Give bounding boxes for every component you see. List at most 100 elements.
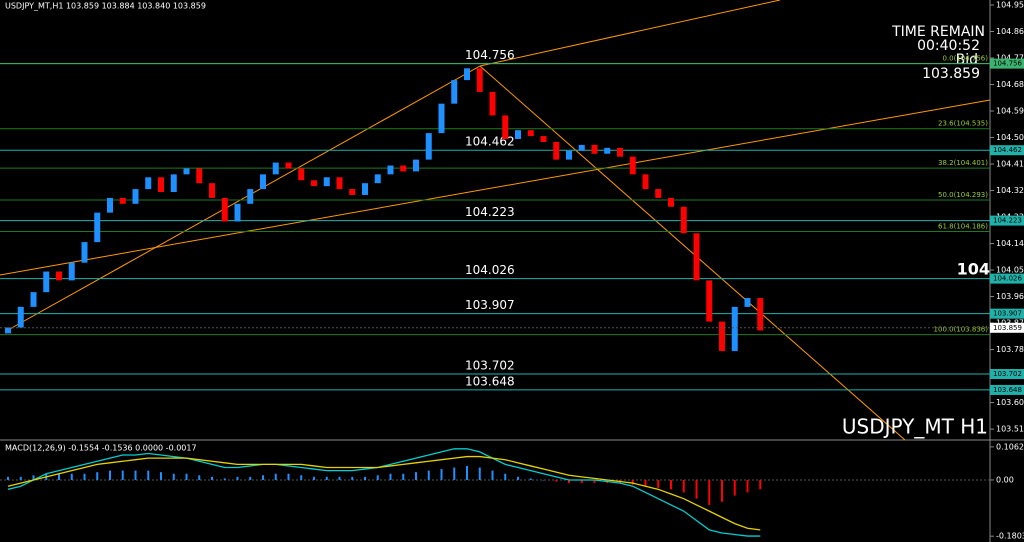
macd-bar [325,476,328,480]
level-tag-label: 103.648 [993,386,1022,394]
macd-bar [746,479,749,493]
candle-body [438,103,445,134]
macd-bar [7,476,9,480]
macd-bar [402,473,405,480]
macd-bar [351,476,354,480]
macd-bar [415,472,417,480]
level-tag [990,145,1024,156]
candle-body [464,68,470,81]
candle-body [719,321,725,352]
candle-body [374,174,381,184]
candle-body [413,159,419,172]
macd-bar [721,479,723,502]
candle-body [757,298,764,331]
y-tick-label: 104.955 [996,1,1024,10]
level-label: 104.026 [465,263,515,277]
candle-body [400,165,407,172]
candle-body [706,280,713,322]
macd-bar [83,473,86,480]
macd-bar [657,479,660,488]
current-price-tag [990,322,1024,333]
fib-label: 23.6(104.535) [938,120,988,128]
candle-body [5,327,11,334]
macd-bar [466,465,468,480]
candle-body [107,197,113,213]
fib-label: 61.8(104.186) [938,222,988,230]
level-tag [990,215,1024,226]
macd-bar [504,473,507,480]
candle-body [693,233,700,281]
candle-body [680,206,687,234]
macd-bar [453,467,456,480]
watermark: USDJPY_MT H1 [842,415,988,439]
macd-bar [364,476,366,480]
candle-body [566,150,572,160]
macd-bar [670,479,672,490]
candle-body [285,162,292,169]
macd-bar [593,479,596,484]
candle-body [476,68,483,92]
macd-bar [389,473,392,480]
level-tag-label: 104.026 [993,275,1022,283]
y-tick-label: 104.595 [996,107,1024,116]
y-tick-label: 103.515 [996,425,1024,434]
macd-line [7,448,761,537]
macd-bar [211,476,213,480]
level-tag [990,369,1024,380]
candle-body [94,212,101,243]
y-tick-label: 104.685 [996,80,1024,89]
macd-bar [580,479,583,484]
y-tick-label: 104.415 [996,160,1024,169]
macd-bar [262,475,264,480]
candle-body [221,197,228,222]
candle-body [362,183,368,195]
macd-bar [19,476,22,480]
level-tag [990,384,1024,395]
candle-body [260,174,266,190]
macd-bar [223,478,226,480]
symbol-header: USDJPY_MT,H1 103.859 103.884 103.840 103… [5,2,206,11]
candle-body [425,133,432,160]
candle-body [336,177,343,190]
y-tick-label: 104.775 [996,54,1024,63]
macd-bar [529,478,532,480]
candle-body [158,177,164,193]
macd-bar [338,476,341,480]
macd-tick-label: -0.1803 [996,532,1024,541]
macd-bar [427,470,430,480]
macd-bar [70,473,73,480]
candle-body [515,130,521,140]
macd-bar [198,475,201,480]
macd-bar [185,473,188,480]
candle-body [387,165,394,175]
macd-bar [491,470,494,480]
candle-body [234,203,241,222]
macd-bar [568,479,570,484]
y-tick-label: 104.505 [996,133,1024,142]
y-tick-label: 103.605 [996,398,1024,407]
level-label: 103.907 [465,298,515,312]
big-price: 104 [957,260,990,279]
macd-bar [147,470,150,480]
macd-bar [121,470,124,480]
candle-body [349,189,356,195]
y-tick-label: 104.865 [996,27,1024,36]
trendline [7,65,481,331]
macd-bar [555,479,558,482]
level-tag [990,273,1024,284]
candle-body [553,141,560,160]
macd-bar [58,473,60,480]
level-tag-label: 104.756 [993,60,1022,68]
macd-bar [759,479,762,490]
current-price-label: 103.859 [993,324,1022,332]
macd-line [7,455,761,531]
candle-body [311,180,317,187]
candle-body [81,242,88,263]
candle-body [183,168,190,175]
macd-tick-label: 0.00 [996,475,1014,484]
macd-bar [287,473,290,480]
macd-bar [134,470,137,480]
fib-label: 0.0(104.756) [942,55,988,63]
y-tick-label: 103.785 [996,345,1024,354]
